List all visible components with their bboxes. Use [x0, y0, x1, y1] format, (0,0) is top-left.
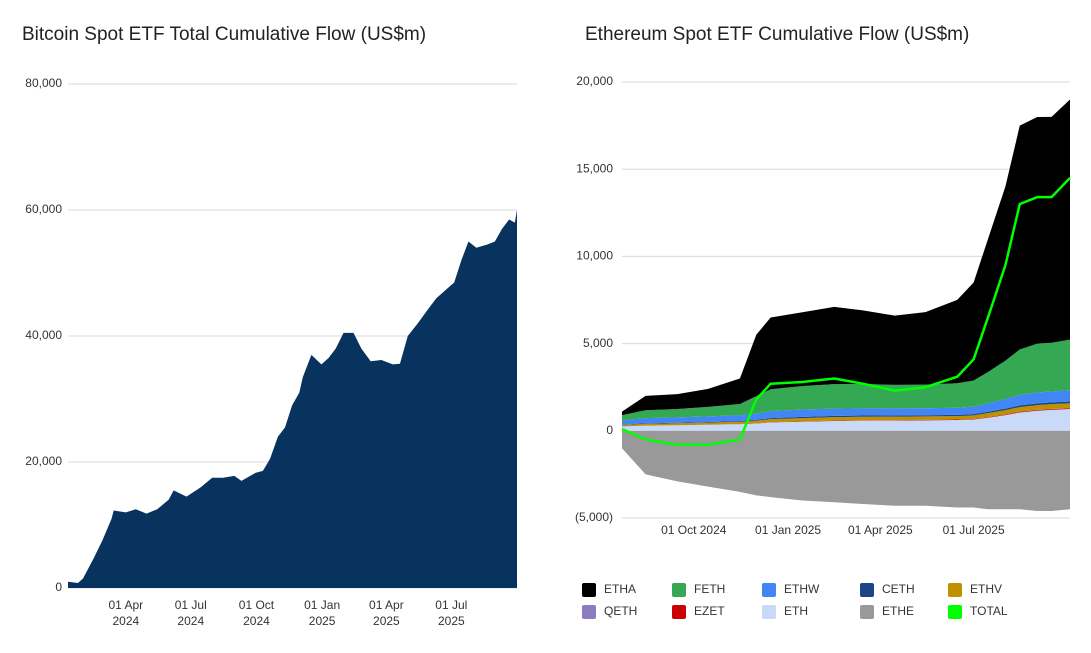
chart-title: Ethereum Spot ETF Cumulative Flow (US$m) [585, 24, 969, 45]
area-series [622, 430, 1070, 512]
x-tick-label: 01 Apr 2025 [848, 523, 913, 537]
chart-title: Bitcoin Spot ETF Total Cumulative Flow (… [22, 24, 426, 45]
y-tick-label: 15,000 [576, 161, 613, 175]
legend-swatch [582, 605, 596, 619]
y-tick-label: 10,000 [576, 249, 613, 263]
y-tick-label: 80,000 [25, 76, 62, 90]
legend-swatch [948, 583, 962, 597]
y-tick-label: 20,000 [25, 454, 62, 468]
legend-label: ETHE [882, 604, 914, 618]
legend-label: ETHA [604, 582, 636, 596]
legend-swatch [762, 605, 776, 619]
legend-label: ETHV [970, 582, 1002, 596]
x-tick-label: 01 Jul 2025 [943, 523, 1005, 537]
legend-label: CETH [882, 582, 915, 596]
area-series [622, 401, 1070, 426]
legend-label: TOTAL [970, 604, 1008, 618]
y-tick-label: 5,000 [583, 336, 613, 350]
legend-swatch [948, 605, 962, 619]
x-tick-label: 01 Oct 2024 [661, 523, 727, 537]
x-tick-label: 01 Apr 2025 [369, 598, 404, 628]
legend-swatch [672, 583, 686, 597]
legend-label: EZET [694, 604, 725, 618]
area [68, 210, 517, 588]
x-tick-label: 01 Oct 2024 [239, 598, 275, 628]
y-tick-label: 40,000 [25, 328, 62, 342]
legend-label: ETH [784, 604, 808, 618]
area-series [622, 390, 1070, 425]
area-series [622, 99, 1070, 416]
line-series [621, 177, 1071, 447]
legend-label: QETH [604, 604, 637, 618]
area-series [622, 403, 1070, 427]
x-tick-label: 01 Jan 2025 [304, 598, 340, 628]
y-tick-label: 60,000 [25, 202, 62, 216]
y-tick-label: (5,000) [575, 510, 613, 524]
area-series [622, 339, 1070, 421]
legend-label: FETH [694, 582, 725, 596]
legend-label: ETHW [784, 582, 820, 596]
x-tick-label: 01 Jul 2025 [435, 598, 467, 628]
x-tick-label: 01 Jul 2024 [175, 598, 207, 628]
legend-swatch [582, 583, 596, 597]
legend-swatch [860, 605, 874, 619]
x-tick-label: 01 Jan 2025 [755, 523, 821, 537]
y-tick-label: 0 [606, 423, 613, 437]
legend-swatch [762, 583, 776, 597]
y-tick-label: 20,000 [576, 74, 613, 88]
legend-swatch [672, 605, 686, 619]
x-tick-label: 01 Apr 2024 [108, 598, 143, 628]
area-series [622, 409, 1070, 431]
legend-swatch [860, 583, 874, 597]
y-tick-label: 0 [55, 580, 62, 594]
